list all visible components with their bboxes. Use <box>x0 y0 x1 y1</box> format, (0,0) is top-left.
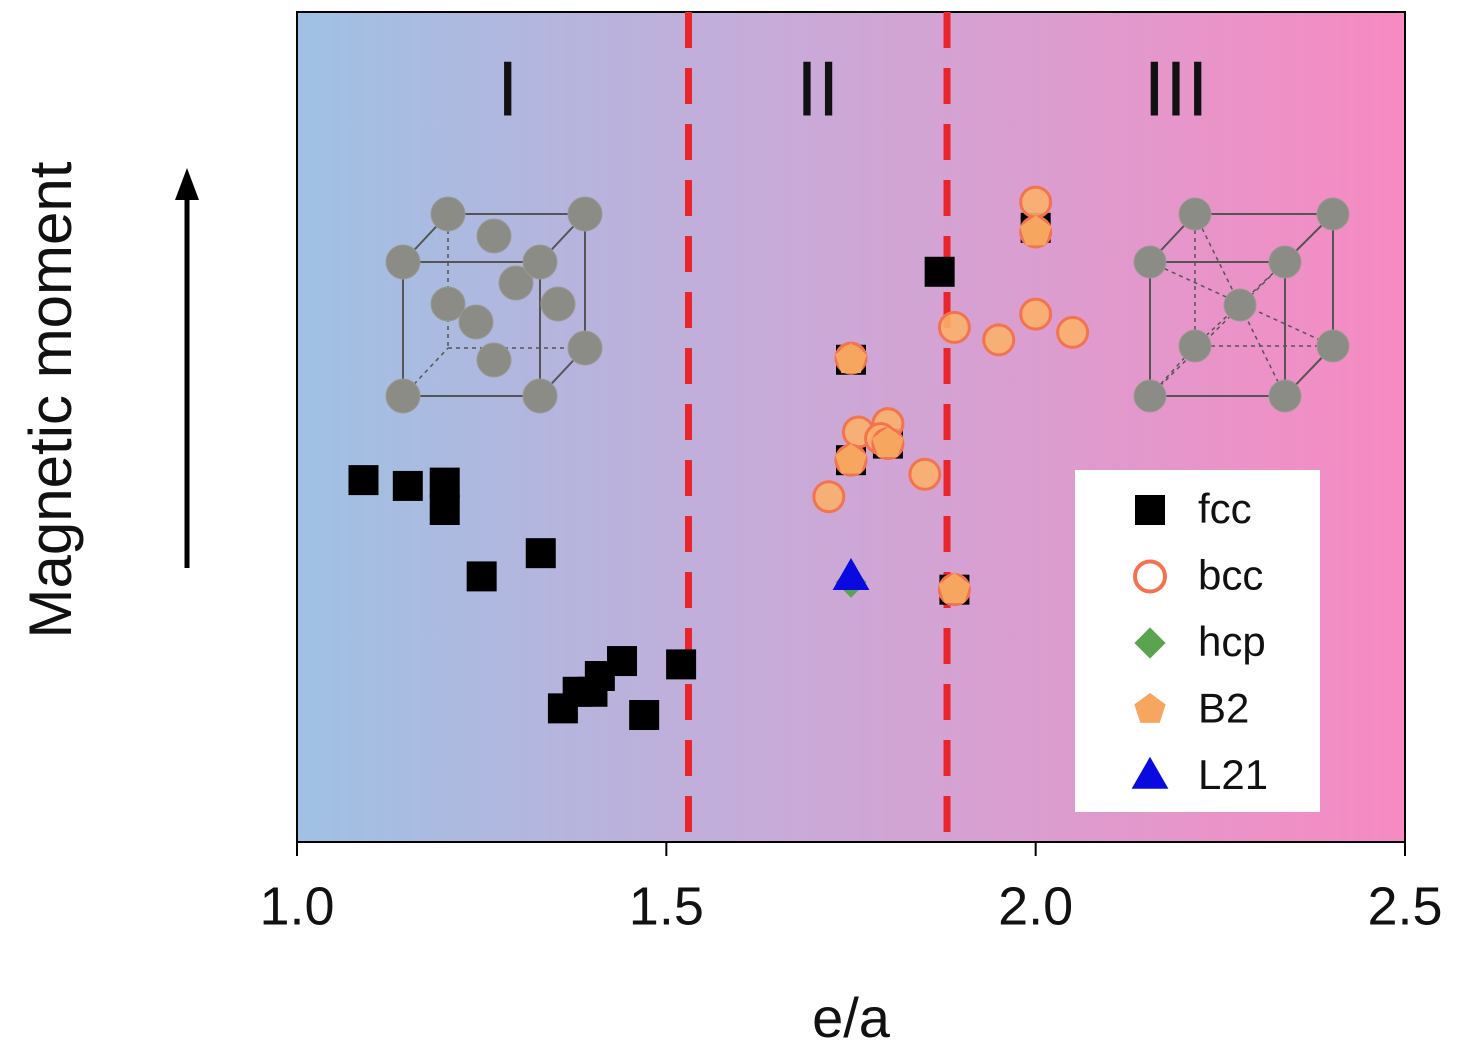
marker-circle <box>937 310 971 344</box>
marker-circle <box>1056 315 1090 349</box>
legend: fcc bcc hcp B2 L21 <box>1075 470 1320 812</box>
marker-circle <box>812 480 846 514</box>
region-label: II <box>796 45 839 133</box>
marker-pentagon <box>872 427 904 457</box>
marker-square <box>392 470 423 501</box>
marker-square <box>924 256 955 287</box>
bcc-structure-icon <box>1133 197 1350 413</box>
legend-label: B2 <box>1198 685 1249 732</box>
x-axis-label: e/a <box>812 986 891 1049</box>
marker-pentagon <box>835 343 867 374</box>
marker-circle <box>982 323 1016 357</box>
marker-square <box>607 646 638 677</box>
marker-square <box>1135 495 1165 525</box>
region-label: I <box>497 45 519 133</box>
marker-circle <box>1133 559 1167 594</box>
marker-triangle <box>1131 756 1169 789</box>
marker-square <box>348 465 379 496</box>
fcc-structure-icon <box>385 196 603 414</box>
legend-box <box>1075 470 1320 812</box>
x-tick-label: 2.0 <box>998 876 1073 936</box>
marker-square <box>429 467 460 498</box>
marker-pentagon <box>938 573 971 604</box>
legend-label: L21 <box>1198 751 1268 798</box>
marker-triangle <box>832 558 870 591</box>
x-tick-label: 1.5 <box>629 876 704 936</box>
marker-square <box>429 495 460 525</box>
marker-pentagon <box>1019 215 1052 246</box>
x-tick-label: 2.5 <box>1367 876 1442 936</box>
marker-square <box>629 700 660 731</box>
y-axis-label: Magnetic moment <box>17 161 84 638</box>
legend-label: hcp <box>1198 618 1266 665</box>
marker-square <box>466 561 497 592</box>
region-label: III <box>1144 45 1209 133</box>
marker-pentagon <box>835 443 867 474</box>
marker-square <box>525 538 556 569</box>
marker-circle <box>908 457 942 491</box>
marker-circle <box>1019 297 1053 331</box>
x-tick-label: 1.0 <box>259 876 334 936</box>
marker-circle <box>1019 185 1053 219</box>
marker-diamond <box>1134 627 1166 659</box>
marker-square <box>666 649 697 680</box>
legend-label: bcc <box>1198 552 1263 599</box>
y-arrow-head <box>175 168 199 200</box>
marker-pentagon <box>1134 693 1166 723</box>
legend-label: fcc <box>1198 485 1252 532</box>
